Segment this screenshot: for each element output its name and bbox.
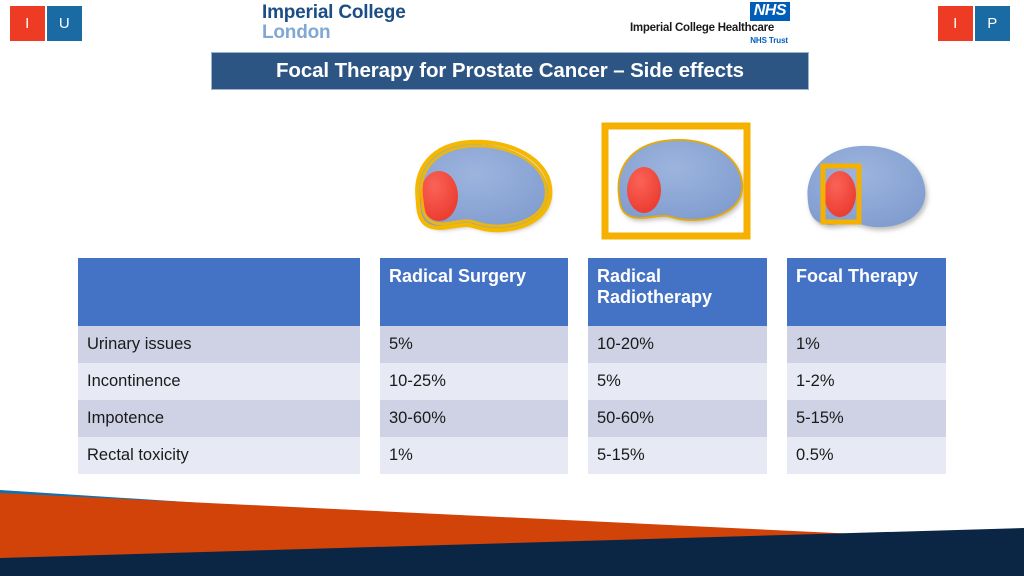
column-gap — [568, 363, 588, 400]
tumour-shape — [420, 171, 458, 221]
imperial-college-london-logo: Imperial College London — [262, 3, 406, 43]
table-cell: 1% — [787, 326, 946, 363]
imperial-logo-line2: London — [262, 21, 331, 43]
brand-square-letter: I — [25, 15, 30, 32]
brand-logo-right: I P — [938, 6, 1010, 41]
footer-navy-shape — [0, 528, 1024, 576]
side-effects-table: Radical Surgery Radical Radiotherapy Foc… — [78, 258, 946, 474]
column-gap — [767, 400, 787, 437]
row-label: Urinary issues — [87, 335, 192, 353]
cell-value: 50-60% — [597, 409, 654, 427]
table-header-label: Radical Surgery — [389, 266, 527, 286]
brand-square-i-right: I — [938, 6, 973, 41]
cell-value: 5-15% — [597, 446, 645, 464]
tumour-rectangle-marking — [820, 163, 862, 225]
row-label: Incontinence — [87, 372, 181, 390]
cell-value: 30-60% — [389, 409, 446, 427]
table-header-focal-therapy: Focal Therapy — [787, 258, 946, 326]
footer-decoration — [0, 490, 1024, 576]
tumour-shape — [627, 167, 661, 213]
nhs-trust-name: Imperial College Healthcare — [629, 22, 775, 35]
table-cell: 0.5% — [787, 437, 946, 474]
nhs-trust-subtitle: NHS Trust — [750, 35, 788, 45]
table-header-blank — [78, 258, 360, 326]
table-cell: 30-60% — [380, 400, 568, 437]
column-gap — [767, 326, 787, 363]
table-cell: 1% — [380, 437, 568, 474]
table-cell: 50-60% — [588, 400, 767, 437]
table-row: Rectal toxicity — [78, 437, 360, 474]
brand-square-letter: U — [58, 15, 71, 32]
table-row: Impotence — [78, 400, 360, 437]
table-header-radical-radiotherapy: Radical Radiotherapy — [588, 258, 767, 326]
table-cell: 10-25% — [380, 363, 568, 400]
column-gap — [767, 363, 787, 400]
table-header-label: Radical Radiotherapy — [597, 266, 713, 308]
whole-gland-rectangle-marking — [601, 122, 751, 240]
table-row: Incontinence — [78, 363, 360, 400]
column-gap — [568, 326, 588, 363]
brand-square-u-left: U — [47, 6, 82, 41]
gland-outline — [617, 139, 744, 222]
brand-square-letter: P — [987, 15, 998, 32]
tumour-shape — [824, 171, 856, 217]
brand-square-p-right: P — [975, 6, 1010, 41]
table-cell: 5% — [380, 326, 568, 363]
brand-square-i-left: I — [10, 6, 45, 41]
cell-value: 10-25% — [389, 372, 446, 390]
table-row: Urinary issues — [78, 326, 360, 363]
brand-logo-left: I U — [10, 6, 82, 41]
column-gap — [568, 400, 588, 437]
cell-value: 10-20% — [597, 335, 654, 353]
diagram-radical-surgery — [415, 139, 553, 233]
nhs-badge: NHS — [749, 2, 790, 22]
whole-gland-freehand-marking-inner — [419, 144, 548, 228]
column-gap — [360, 326, 380, 363]
column-gap — [360, 258, 380, 326]
cell-value: 5-15% — [796, 409, 844, 427]
row-label: Rectal toxicity — [87, 446, 189, 464]
whole-gland-freehand-marking — [415, 139, 553, 233]
brand-square-letter: I — [953, 15, 958, 32]
table-cell: 1-2% — [787, 363, 946, 400]
column-gap — [360, 400, 380, 437]
column-gap — [360, 363, 380, 400]
prostate-diagram-group — [0, 108, 1024, 248]
table-cell: 10-20% — [588, 326, 767, 363]
row-label: Impotence — [87, 409, 165, 427]
cell-value: 1-2% — [796, 372, 835, 390]
diagram-radical-radiotherapy — [601, 122, 751, 240]
page-title: Focal Therapy for Prostate Cancer – Side… — [275, 59, 744, 82]
diagram-focal-therapy — [807, 145, 926, 228]
column-gap — [767, 258, 787, 326]
cell-value: 1% — [389, 446, 413, 464]
table-cell: 5-15% — [787, 400, 946, 437]
cell-value: 1% — [796, 335, 820, 353]
imperial-logo-line1: Imperial College — [262, 2, 406, 23]
cell-value: 5% — [389, 335, 413, 353]
nhs-trust-logo: NHS Imperial College Healthcare NHS Trus… — [614, 2, 790, 45]
table-cell: 5% — [588, 363, 767, 400]
table-header-radical-surgery: Radical Surgery — [380, 258, 568, 326]
table-header-label: Focal Therapy — [796, 266, 919, 286]
cell-value: 0.5% — [796, 446, 834, 464]
table-cell: 5-15% — [588, 437, 767, 474]
cell-value: 5% — [597, 372, 621, 390]
slide-title-banner: Focal Therapy for Prostate Cancer – Side… — [211, 52, 809, 90]
column-gap — [568, 258, 588, 326]
